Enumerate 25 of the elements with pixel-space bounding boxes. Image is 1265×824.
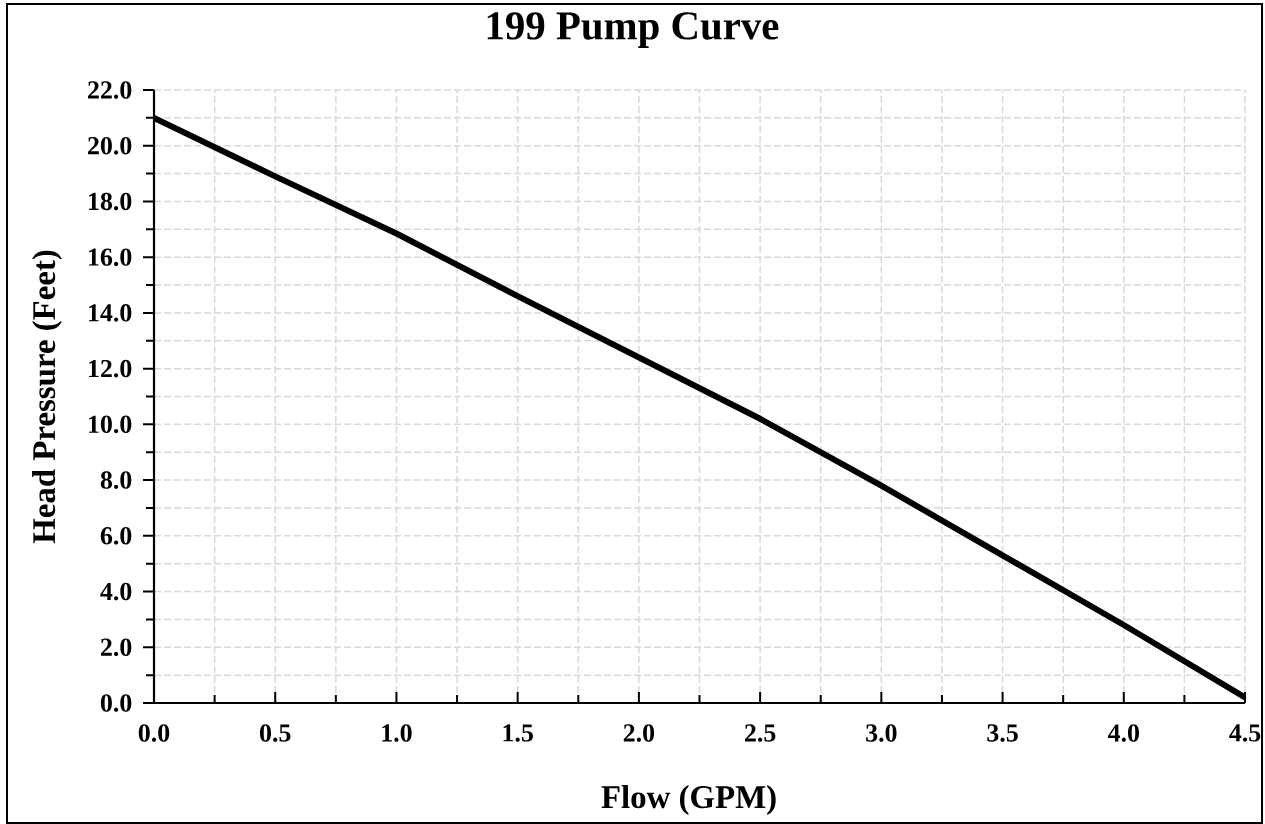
y-tick-label: 12.0 bbox=[89, 359, 132, 378]
y-tick-label: 6.0 bbox=[100, 527, 132, 545]
y-tick-label: 18.0 bbox=[89, 192, 132, 211]
y-tick-label: 14.0 bbox=[89, 304, 132, 322]
x-tick-label: 3.0 bbox=[866, 724, 897, 742]
y-tick-label: 20.0 bbox=[88, 136, 132, 155]
x-tick-label: 3.5 bbox=[987, 724, 1018, 742]
x-axis-title: Flow (GPM) bbox=[601, 785, 776, 815]
y-tick-label: 0.0 bbox=[100, 694, 132, 712]
y-tick-label: 22.0 bbox=[88, 81, 132, 99]
y-tick-label: 10.0 bbox=[89, 415, 132, 434]
x-tick-label: 2.0 bbox=[623, 724, 655, 742]
chart-title: 199 Pump Curve bbox=[487, 12, 779, 48]
y-tick-label: 4.0 bbox=[100, 582, 132, 601]
x-tick-label: 0.5 bbox=[260, 724, 291, 742]
y-axis-title: Head Pressure (Feet) bbox=[32, 250, 62, 544]
x-tick-label: 0.0 bbox=[138, 724, 170, 742]
x-tick-label: 1.5 bbox=[503, 724, 533, 742]
x-tick-label: 1.0 bbox=[382, 724, 412, 742]
y-tick-label: 2.0 bbox=[101, 638, 132, 657]
y-tick-label: 8.0 bbox=[100, 471, 132, 489]
x-tick-label: 4.0 bbox=[1107, 724, 1139, 742]
x-tick-label: 4.5 bbox=[1229, 724, 1261, 742]
y-tick-label: 16.0 bbox=[89, 248, 132, 266]
x-tick-label: 2.5 bbox=[745, 724, 776, 742]
